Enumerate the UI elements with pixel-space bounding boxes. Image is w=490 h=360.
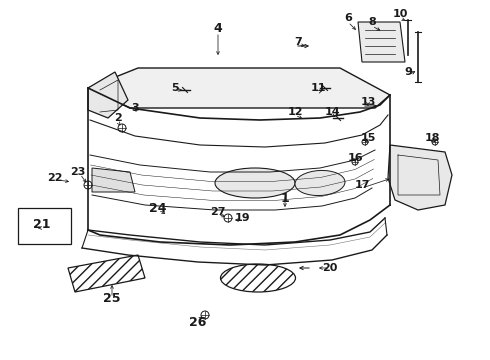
Text: 13: 13 [360,97,376,107]
Text: 19: 19 [234,213,250,223]
Text: 23: 23 [70,167,86,177]
Text: 1: 1 [281,192,290,204]
Polygon shape [358,22,405,62]
Text: 10: 10 [392,9,408,19]
Text: 24: 24 [149,202,167,215]
Text: 9: 9 [404,67,412,77]
Text: 16: 16 [347,153,363,163]
Text: 3: 3 [131,103,139,113]
Text: 25: 25 [103,292,121,305]
Text: 11: 11 [310,83,326,93]
Text: 22: 22 [47,173,63,183]
Text: 14: 14 [324,107,340,117]
Polygon shape [88,72,128,118]
Ellipse shape [215,168,295,198]
Text: 27: 27 [210,207,226,217]
Ellipse shape [220,264,295,292]
Text: 6: 6 [344,13,352,23]
Polygon shape [388,145,452,210]
FancyBboxPatch shape [18,207,71,243]
Text: 20: 20 [322,263,338,273]
Polygon shape [92,168,135,192]
Text: 5: 5 [171,83,179,93]
Text: 18: 18 [424,133,440,143]
Text: 15: 15 [360,133,376,143]
Text: 17: 17 [354,180,370,190]
Text: 26: 26 [189,315,207,328]
Text: 7: 7 [294,37,302,47]
Text: 2: 2 [114,113,122,123]
Polygon shape [88,68,390,108]
Ellipse shape [295,170,345,195]
Text: 21: 21 [33,219,51,231]
Text: 4: 4 [214,22,222,35]
Text: 12: 12 [287,107,303,117]
Text: 8: 8 [368,17,376,27]
Polygon shape [68,255,145,292]
